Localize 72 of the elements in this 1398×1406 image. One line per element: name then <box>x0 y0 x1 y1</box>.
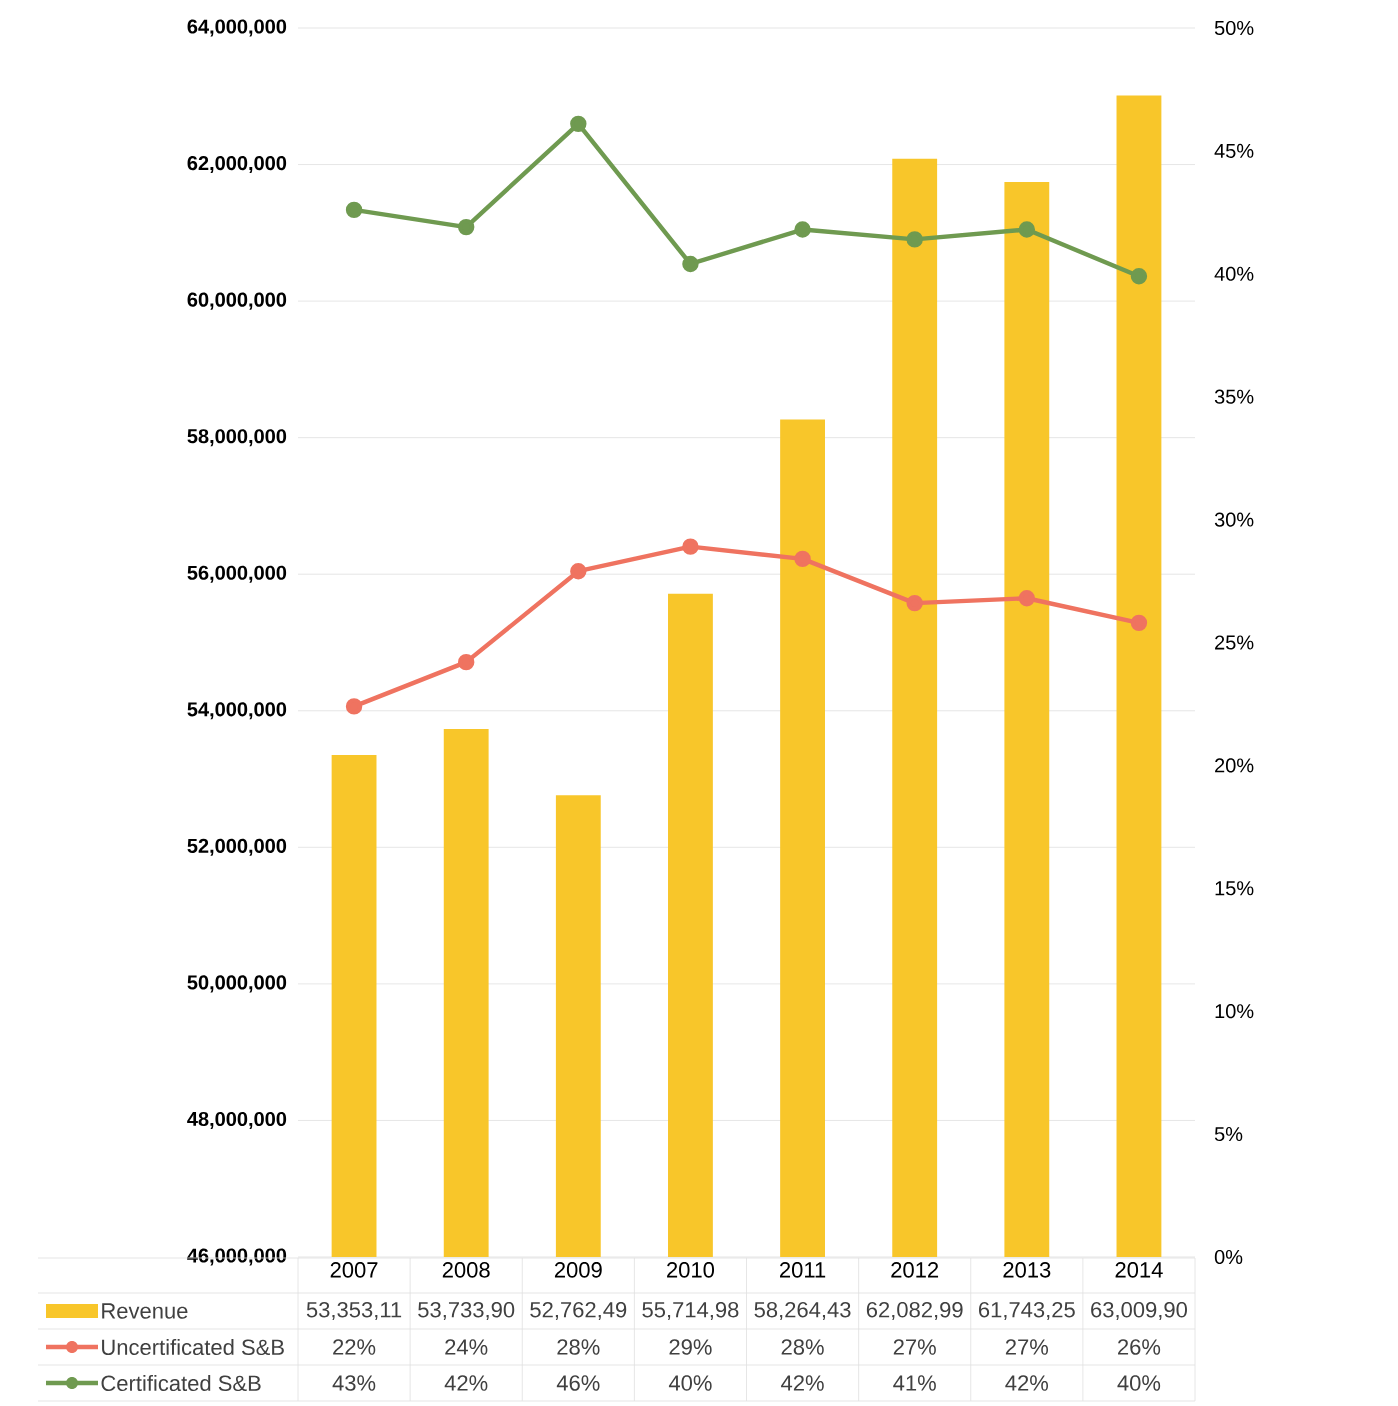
x-tick-label: 2011 <box>780 1262 826 1278</box>
data-label: 42% <box>444 1375 488 1391</box>
data-label: 58,264,43 <box>754 1301 851 1321</box>
data-label: 29% <box>669 1339 712 1355</box>
legend-label: Revenue <box>102 1303 188 1319</box>
point <box>1018 590 1036 607</box>
data-label: 52,762,49 <box>530 1301 627 1321</box>
y-tick-label: 46,000,000 <box>187 1248 287 1266</box>
y2-tick-label: 15% <box>1215 881 1254 896</box>
point <box>1018 221 1036 238</box>
data-label: 41% <box>893 1375 936 1391</box>
x-tick-label: 2014 <box>1115 1262 1163 1278</box>
point <box>682 255 699 273</box>
y-tick-label: 62,000,000 <box>187 156 287 174</box>
x-tick-label: 2012 <box>891 1262 939 1278</box>
y-tick-label: 50,000,000 <box>187 975 287 993</box>
point <box>570 115 587 133</box>
y2-tick-label: 30% <box>1214 512 1254 527</box>
y2-tick-label: 45% <box>1214 143 1254 158</box>
point <box>345 201 363 219</box>
y-tick-label: 54,000,000 <box>187 702 287 720</box>
y-tick-label: 52,000,000 <box>187 838 287 856</box>
legend-label: Uncertificated S&B <box>102 1338 284 1356</box>
point <box>570 563 587 580</box>
data-label: 40% <box>1117 1375 1161 1391</box>
data-label: 43% <box>332 1375 376 1391</box>
x-tick-label: 2008 <box>442 1262 490 1278</box>
point <box>906 231 923 248</box>
y-tick-label: 58,000,000 <box>187 429 287 447</box>
point <box>794 221 811 238</box>
point <box>1130 614 1148 632</box>
y-tick-label: 56,000,000 <box>187 565 287 583</box>
point <box>1130 268 1148 285</box>
y2-tick-label: 40% <box>1214 266 1254 281</box>
y2-tick-label: 20% <box>1215 758 1254 773</box>
data-label: 62,082,99 <box>866 1301 963 1321</box>
point <box>682 538 699 555</box>
legend-label: Certificated S&B <box>101 1374 261 1392</box>
data-label: 22% <box>333 1339 376 1355</box>
y2-tick-label: 50% <box>1214 20 1254 36</box>
point <box>457 653 475 671</box>
data-label: 28% <box>557 1339 600 1355</box>
x-tick-label: 2013 <box>1003 1262 1051 1278</box>
data-label: 61,743,25 <box>979 1301 1075 1321</box>
y2-tick-label: 35% <box>1214 389 1254 404</box>
y2-tick-label: 25% <box>1215 635 1254 650</box>
point <box>457 218 475 236</box>
x-tick-label: 2010 <box>667 1262 715 1278</box>
data-label: 42% <box>781 1375 824 1391</box>
data-label: 42% <box>1005 1375 1049 1391</box>
data-label: 53,353,11 <box>306 1301 402 1321</box>
data-label: 27% <box>893 1339 936 1355</box>
point <box>345 698 363 715</box>
y2-tick-label: 10% <box>1215 1004 1254 1019</box>
data-label: 55,714,98 <box>642 1301 739 1321</box>
y2-tick-label: 5% <box>1214 1127 1243 1142</box>
data-label: 46% <box>556 1375 600 1391</box>
data-label: 27% <box>1005 1339 1049 1355</box>
data-label: 53,733,90 <box>418 1301 515 1321</box>
y-tick-label: 64,000,000 <box>187 19 287 37</box>
x-tick-label: 2009 <box>554 1262 602 1278</box>
x-tick-label: 2007 <box>330 1262 378 1278</box>
y2-tick-label: 0% <box>1214 1249 1243 1265</box>
point <box>906 594 923 612</box>
data-label: 24% <box>445 1339 488 1355</box>
y-tick-label: 48,000,000 <box>187 1111 287 1129</box>
data-label: 26% <box>1118 1339 1161 1355</box>
y-tick-label: 60,000,000 <box>187 292 287 310</box>
data-label: 63,009,90 <box>1091 1301 1187 1321</box>
data-label: 40% <box>668 1375 712 1391</box>
point <box>794 550 811 568</box>
data-label: 28% <box>781 1339 824 1355</box>
